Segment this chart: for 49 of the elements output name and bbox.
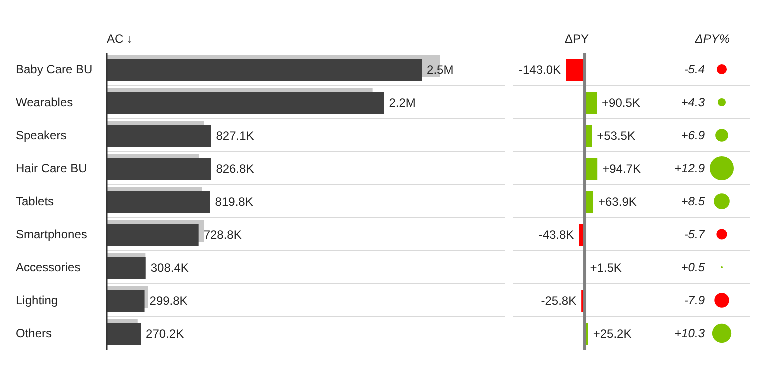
data-label: -5.7 xyxy=(684,228,706,242)
chart-title: ΔPY xyxy=(564,32,590,46)
data-label: 2.5M xyxy=(427,63,454,77)
data-label: +0.5 xyxy=(681,260,706,274)
bar xyxy=(107,323,142,345)
data-label: +63.9K xyxy=(598,195,637,209)
data-label: +8.5 xyxy=(681,194,706,208)
bar xyxy=(107,191,210,213)
bar xyxy=(107,158,212,180)
bar xyxy=(107,92,384,114)
y-tick-label: Accessories xyxy=(16,260,81,274)
data-label: +6.9 xyxy=(681,128,706,142)
data-label: 270.2K xyxy=(146,327,184,341)
chart-title: AC ↓ xyxy=(107,32,134,46)
data-label: -143.0K xyxy=(518,63,562,77)
data-label: +1.5K xyxy=(590,261,622,275)
y-tick-label: Hair Care BU xyxy=(16,162,88,176)
y-tick-label: Others xyxy=(16,326,52,340)
bar xyxy=(107,125,212,147)
data-label: -7.9 xyxy=(684,294,706,308)
y-tick-label: Smartphones xyxy=(16,228,88,242)
bar xyxy=(107,224,199,246)
y-tick-label: Tablets xyxy=(16,194,54,208)
y-tick-label: Lighting xyxy=(16,294,58,308)
data-label: 299.8K xyxy=(150,294,188,308)
y-tick-label: Speakers xyxy=(16,128,67,142)
data-label: +53.5K xyxy=(597,129,636,143)
bar xyxy=(107,257,146,279)
data-label: -25.8K xyxy=(541,294,577,308)
y-tick-label: Wearables xyxy=(16,96,74,110)
data-label: +25.2K xyxy=(593,327,632,341)
data-label: 2.2M xyxy=(389,96,416,110)
data-label: -5.4 xyxy=(684,62,706,76)
text: ΔPY% xyxy=(695,32,730,46)
data-label: -43.8K xyxy=(538,228,574,242)
data-label: +10.3 xyxy=(674,326,706,340)
data-label: 827.1K xyxy=(216,129,254,143)
bar xyxy=(107,59,422,81)
data-label: +94.7K xyxy=(602,162,641,176)
y-tick-label: Baby Care BU xyxy=(16,62,93,76)
data-label: 308.4K xyxy=(150,261,189,275)
data-label: 819.8K xyxy=(215,195,254,209)
data-label: 728.8K xyxy=(204,228,242,242)
data-label: 826.8K xyxy=(216,162,254,176)
data-label: +90.5K xyxy=(602,96,640,110)
bar xyxy=(566,59,586,81)
data-label: +12.9 xyxy=(674,162,706,176)
data-label: +4.3 xyxy=(681,96,706,110)
bar xyxy=(107,290,145,312)
